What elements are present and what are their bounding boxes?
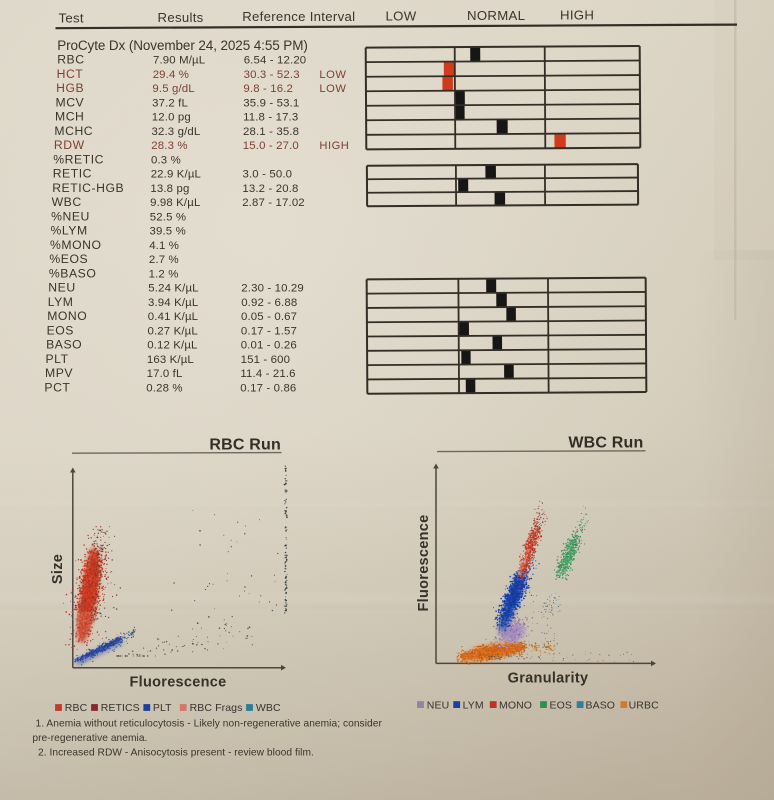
- svg-text:BASO: BASO: [46, 338, 82, 352]
- svg-text:NEU: NEU: [48, 281, 75, 295]
- svg-text:0.12 K/µL: 0.12 K/µL: [147, 340, 197, 352]
- svg-text:PLT: PLT: [46, 352, 69, 366]
- svg-text:%MONO: %MONO: [50, 238, 102, 252]
- svg-text:2.87 - 17.02: 2.87 - 17.02: [242, 197, 305, 209]
- svg-text:29.4 %: 29.4 %: [153, 69, 189, 81]
- svg-text:RETIC-HGB: RETIC-HGB: [52, 181, 124, 195]
- svg-text:LOW: LOW: [319, 69, 346, 81]
- svg-text:LOW: LOW: [319, 83, 346, 95]
- svg-text:32.3 g/dL: 32.3 g/dL: [152, 126, 201, 138]
- svg-text:NORMAL: NORMAL: [467, 8, 525, 23]
- svg-text:4.1 %: 4.1 %: [149, 240, 179, 252]
- svg-text:HIGH: HIGH: [319, 140, 349, 152]
- svg-text:0.92 - 6.88: 0.92 - 6.88: [241, 297, 297, 309]
- svg-text:WBC Run: WBC Run: [568, 435, 643, 452]
- svg-text:15.0 - 27.0: 15.0 - 27.0: [243, 140, 299, 152]
- svg-text:Fluorescence: Fluorescence: [129, 675, 226, 691]
- svg-text:MCHC: MCHC: [54, 124, 93, 138]
- svg-text:13.8 pg: 13.8 pg: [150, 183, 189, 195]
- svg-text:2.7 %: 2.7 %: [149, 254, 179, 266]
- svg-text:%BASO: %BASO: [49, 266, 96, 280]
- svg-text:EOS: EOS: [47, 323, 74, 337]
- svg-text:%EOS: %EOS: [49, 252, 88, 266]
- svg-text:2.30 - 10.29: 2.30 - 10.29: [241, 283, 304, 295]
- svg-text:HCT: HCT: [57, 67, 84, 81]
- svg-text:0.3 %: 0.3 %: [151, 154, 181, 166]
- svg-text:163 K/µL: 163 K/µL: [147, 354, 194, 366]
- svg-text:PCT: PCT: [44, 380, 70, 394]
- svg-text:0.17 - 0.86: 0.17 - 0.86: [240, 382, 296, 394]
- svg-text:MCV: MCV: [56, 96, 85, 110]
- svg-text:0.27 K/µL: 0.27 K/µL: [148, 325, 198, 337]
- svg-text:17.0 fL: 17.0 fL: [147, 368, 183, 380]
- svg-text:35.9 - 53.1: 35.9 - 53.1: [243, 98, 299, 110]
- svg-text:151 - 600: 151 - 600: [241, 354, 290, 366]
- svg-text:%LYM: %LYM: [51, 224, 88, 238]
- svg-text:HGB: HGB: [56, 81, 84, 95]
- svg-text:RBC: RBC: [57, 53, 84, 67]
- svg-text:11.8 - 17.3: 11.8 - 17.3: [243, 112, 298, 124]
- svg-text:LOW: LOW: [386, 9, 417, 24]
- svg-text:ProCyte Dx (November 24, 2025: ProCyte Dx (November 24, 2025 4:55 PM): [57, 38, 308, 53]
- svg-text:28.3 %: 28.3 %: [151, 140, 187, 152]
- svg-text:Fluorescence: Fluorescence: [416, 514, 432, 611]
- svg-text:Reference Interval: Reference Interval: [242, 9, 355, 24]
- svg-text:3.94 K/µL: 3.94 K/µL: [148, 297, 198, 309]
- svg-text:39.5 %: 39.5 %: [150, 226, 186, 238]
- svg-text:HIGH: HIGH: [560, 8, 594, 23]
- svg-text:%NEU: %NEU: [51, 209, 90, 223]
- svg-text:0.28 %: 0.28 %: [146, 382, 182, 394]
- svg-text:30.3 - 52.3: 30.3 - 52.3: [244, 69, 300, 81]
- svg-text:Results: Results: [158, 10, 204, 25]
- svg-text:MCH: MCH: [55, 110, 84, 124]
- svg-text:LYM: LYM: [48, 295, 74, 309]
- svg-text:1.2 %: 1.2 %: [149, 268, 179, 280]
- svg-text:WBC: WBC: [52, 195, 82, 209]
- svg-text:Test: Test: [59, 10, 84, 25]
- svg-text:6.54 - 12.20: 6.54 - 12.20: [244, 55, 307, 67]
- svg-text:0.01 - 0.26: 0.01 - 0.26: [241, 340, 297, 352]
- svg-text:13.2 - 20.8: 13.2 - 20.8: [242, 183, 298, 195]
- svg-text:%RETIC: %RETIC: [53, 152, 104, 166]
- svg-text:0.05 - 0.67: 0.05 - 0.67: [241, 311, 297, 323]
- svg-text:0.17 - 1.57: 0.17 - 1.57: [241, 325, 297, 337]
- svg-text:11.4 - 21.6: 11.4 - 21.6: [240, 368, 295, 380]
- svg-text:9.98 K/µL: 9.98 K/µL: [150, 197, 200, 209]
- svg-text:9.8 - 16.2: 9.8 - 16.2: [243, 83, 293, 95]
- svg-text:9.5 g/dL: 9.5 g/dL: [152, 83, 194, 95]
- svg-text:MPV: MPV: [45, 366, 73, 380]
- svg-text:RETIC: RETIC: [53, 167, 92, 181]
- svg-text:0.41 K/µL: 0.41 K/µL: [148, 311, 198, 323]
- svg-text:28.1 - 35.8: 28.1 - 35.8: [243, 126, 299, 138]
- svg-text:7.90 M/µL: 7.90 M/µL: [153, 55, 205, 67]
- svg-text:RDW: RDW: [54, 138, 85, 152]
- svg-text:Granularity: Granularity: [508, 671, 589, 687]
- svg-text:Size: Size: [50, 554, 66, 584]
- svg-text:MONO: MONO: [47, 309, 87, 323]
- svg-text:52.5 %: 52.5 %: [150, 211, 186, 223]
- svg-text:37.2 fL: 37.2 fL: [152, 98, 188, 110]
- svg-text:22.9 K/µL: 22.9 K/µL: [151, 169, 201, 181]
- svg-text:12.0 pg: 12.0 pg: [152, 112, 191, 124]
- svg-text:5.24 K/µL: 5.24 K/µL: [148, 283, 198, 295]
- svg-text:3.0 - 50.0: 3.0 - 50.0: [243, 169, 293, 181]
- svg-text:RBC Run: RBC Run: [209, 436, 281, 453]
